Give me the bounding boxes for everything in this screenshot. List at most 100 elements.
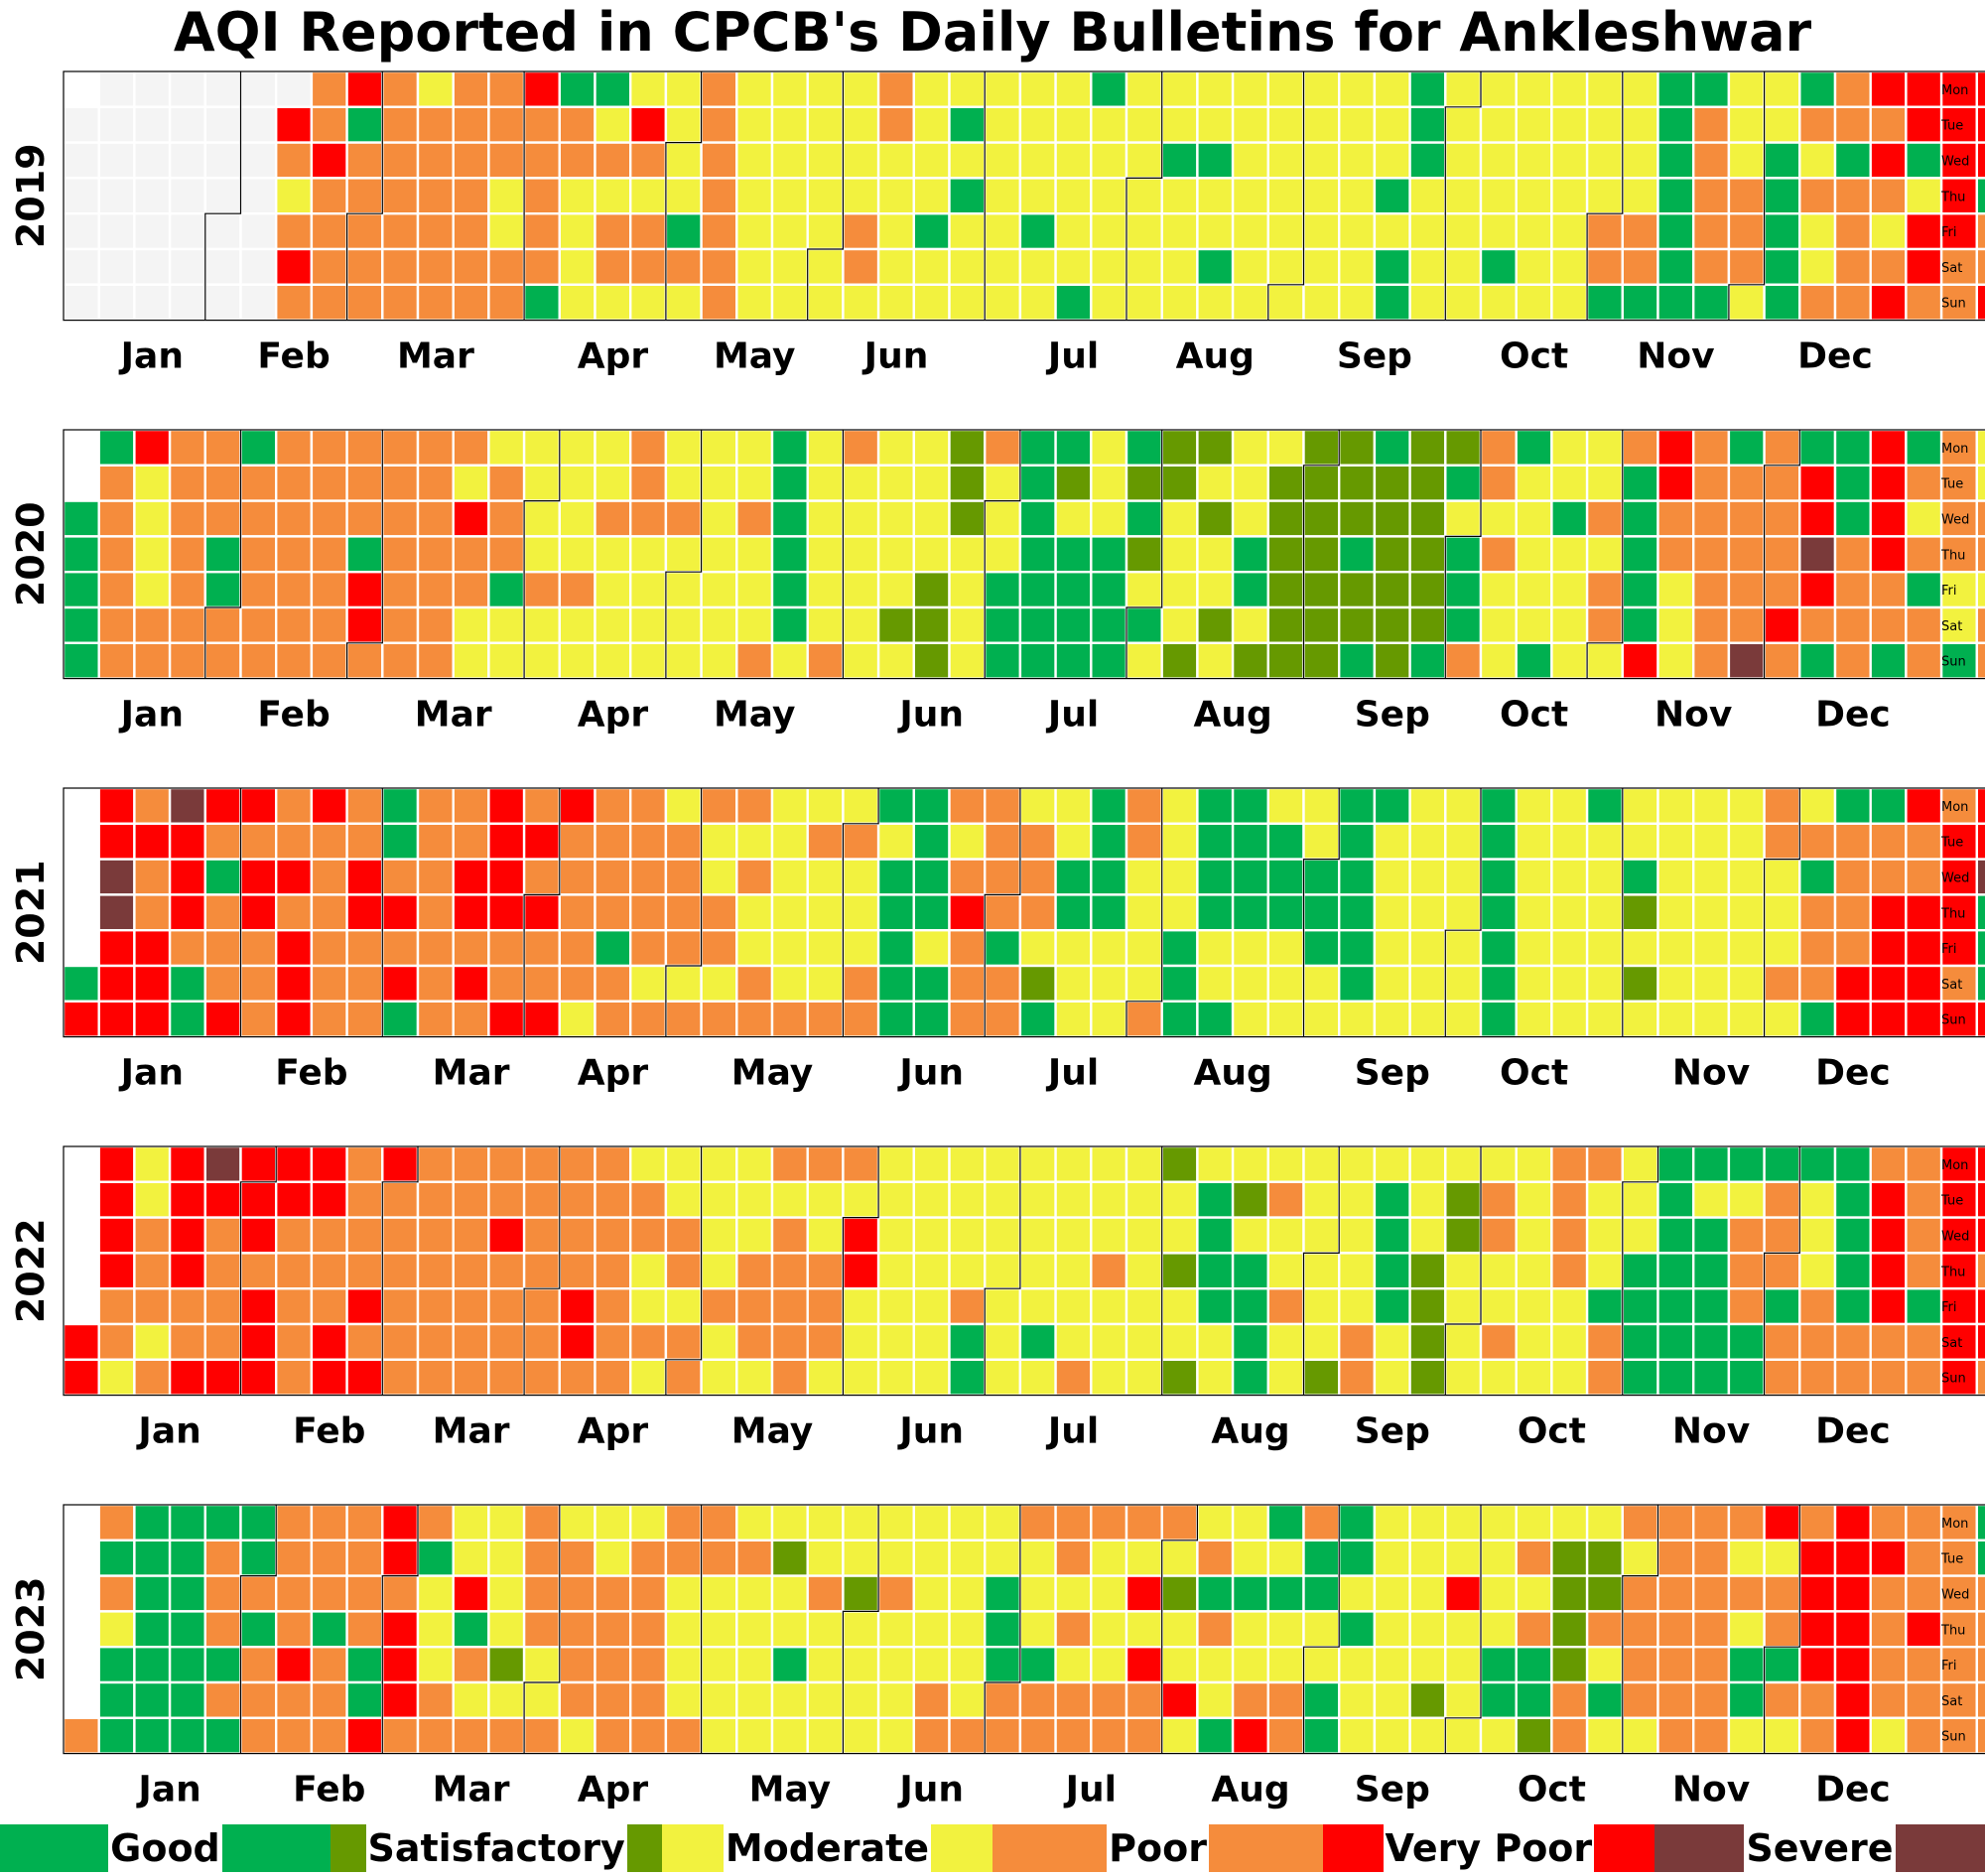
day-cell — [770, 1216, 809, 1255]
day-cell — [1337, 105, 1377, 144]
day-cell — [1231, 1286, 1269, 1326]
day-cell — [1090, 786, 1128, 825]
month-boundary — [1622, 1146, 1659, 1396]
day-cell — [1408, 605, 1447, 644]
day-cell — [1727, 786, 1766, 825]
day-cell — [984, 428, 1022, 467]
day-cell — [1479, 929, 1518, 968]
day-cell — [1656, 1252, 1695, 1290]
day-cell — [1515, 929, 1553, 968]
day-cell — [452, 786, 490, 825]
day-cell — [381, 822, 420, 861]
day-cell — [1444, 1144, 1483, 1183]
day-cell — [275, 822, 314, 861]
day-cell — [842, 1680, 880, 1719]
day-cell — [1054, 1358, 1093, 1397]
day-cell — [735, 211, 774, 251]
day-cell — [168, 247, 207, 286]
day-cell — [416, 1680, 455, 1719]
day-cell — [876, 858, 915, 896]
day-cell — [594, 929, 632, 968]
day-cell — [1975, 1716, 1985, 1755]
day-cell — [310, 1503, 348, 1541]
day-cell — [97, 535, 136, 574]
day-cell — [1231, 1680, 1269, 1719]
day-cell — [842, 893, 880, 932]
day-cell — [1196, 893, 1235, 932]
day-cell — [1231, 1252, 1269, 1290]
day-cell — [1302, 499, 1341, 538]
day-cell — [806, 428, 845, 467]
day-cell — [700, 1180, 738, 1219]
day-cell — [487, 605, 526, 644]
day-cell — [1763, 822, 1801, 861]
day-cell — [310, 858, 348, 896]
day-cell — [1231, 535, 1269, 574]
day-cell — [1727, 1610, 1766, 1649]
day-cell — [310, 1574, 348, 1613]
month-label: Jan — [118, 336, 184, 377]
day-cell — [1691, 1610, 1731, 1649]
day-cell — [1479, 1286, 1518, 1326]
day-cell — [876, 1539, 915, 1577]
day-cell — [275, 929, 314, 968]
day-cell — [1550, 964, 1589, 1003]
day-cell — [1763, 105, 1801, 144]
day-cell — [452, 69, 490, 108]
day-cell — [735, 1000, 774, 1038]
day-cell — [1090, 1716, 1128, 1755]
day-cell — [1763, 141, 1801, 180]
day-cell — [876, 105, 915, 144]
day-cell — [594, 1645, 632, 1684]
day-cell — [1444, 1358, 1483, 1397]
day-cell — [203, 1000, 242, 1038]
day-cell — [1054, 1180, 1093, 1219]
day-cell — [1656, 1503, 1695, 1541]
day-cell — [664, 535, 703, 574]
day-cell — [416, 858, 455, 896]
day-cell — [452, 1716, 490, 1755]
day-cell — [629, 786, 668, 825]
day-cell — [1939, 641, 1978, 680]
day-cell — [876, 1680, 915, 1719]
day-cell — [1585, 177, 1624, 215]
day-cell — [1018, 605, 1057, 644]
day-cell — [1408, 1216, 1447, 1255]
day-cell — [1302, 428, 1341, 467]
day-cell — [1196, 211, 1235, 251]
day-cell — [310, 1144, 348, 1183]
day-cell — [1975, 1180, 1985, 1219]
day-cell — [984, 1610, 1022, 1649]
day-cell — [876, 1358, 915, 1397]
day-cell — [1798, 1645, 1837, 1684]
day-cell — [664, 571, 703, 609]
day-cell — [345, 464, 384, 502]
day-cell — [700, 247, 738, 286]
month-label: Sep — [1337, 336, 1412, 377]
day-cell — [876, 1144, 915, 1183]
day-cell — [1125, 1716, 1163, 1755]
day-cell — [735, 786, 774, 825]
day-cell — [1337, 571, 1377, 609]
day-cell — [629, 1539, 668, 1577]
day-cell — [1302, 211, 1341, 251]
month-label: Feb — [293, 1411, 365, 1452]
day-cell — [1125, 641, 1163, 680]
day-cell — [558, 893, 596, 932]
day-cell — [1515, 499, 1553, 538]
day-cell — [1691, 893, 1731, 932]
day-cell — [664, 1503, 703, 1541]
day-cell — [770, 177, 809, 215]
day-cell — [806, 177, 845, 215]
day-cell — [1196, 1000, 1235, 1038]
day-cell — [1727, 105, 1766, 144]
day-cell — [452, 1144, 490, 1183]
day-cell — [1018, 247, 1057, 286]
day-cell — [558, 499, 596, 538]
day-cell — [1550, 69, 1589, 108]
day-cell — [1550, 858, 1589, 896]
day-cell — [558, 822, 596, 861]
day-cell — [912, 141, 951, 180]
month-boundary — [1125, 788, 1163, 1037]
day-cell — [1373, 1358, 1411, 1397]
